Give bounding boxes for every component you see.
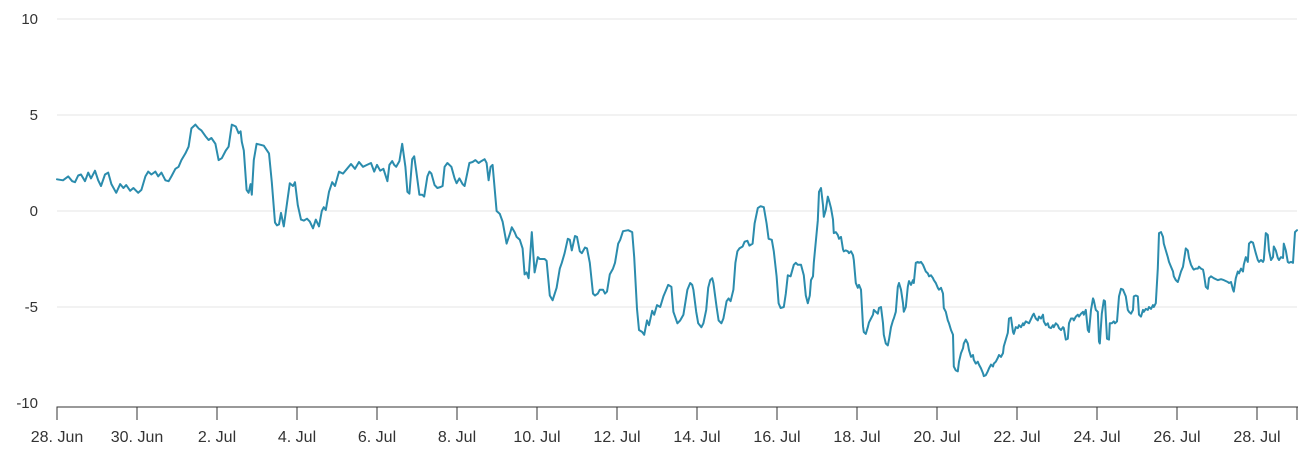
y-axis-label-10: 10 <box>21 11 38 28</box>
x-axis-label-8. Jul: 8. Jul <box>438 429 476 446</box>
x-axis-label-26. Jul: 26. Jul <box>1153 429 1200 446</box>
plot-area[interactable] <box>57 10 1297 407</box>
x-axis-label-18. Jul: 18. Jul <box>833 429 880 446</box>
x-axis-label-22. Jul: 22. Jul <box>993 429 1040 446</box>
x-axis-label-20. Jul: 20. Jul <box>913 429 960 446</box>
x-axis-label-28. Jun: 28. Jun <box>31 429 83 446</box>
y-axis-label--10: -10 <box>16 395 38 412</box>
x-axis-label-24. Jul: 24. Jul <box>1073 429 1120 446</box>
x-axis-label-16. Jul: 16. Jul <box>753 429 800 446</box>
y-axis-label-5: 5 <box>30 107 38 124</box>
x-axis-label-10. Jul: 10. Jul <box>513 429 560 446</box>
series-line[interactable] <box>56 123 1298 378</box>
x-axis-label-2. Jul: 2. Jul <box>198 429 236 446</box>
x-axis-label-14. Jul: 14. Jul <box>673 429 720 446</box>
y-axis-label-0: 0 <box>30 203 38 220</box>
y-axis-label--5: -5 <box>25 299 38 316</box>
x-axis-label-4. Jul: 4. Jul <box>278 429 316 446</box>
x-axis-label-30. Jun: 30. Jun <box>111 429 163 446</box>
x-axis-label-28. Jul: 28. Jul <box>1233 429 1280 446</box>
x-axis-label-12. Jul: 12. Jul <box>593 429 640 446</box>
x-axis-label-6. Jul: 6. Jul <box>358 429 396 446</box>
